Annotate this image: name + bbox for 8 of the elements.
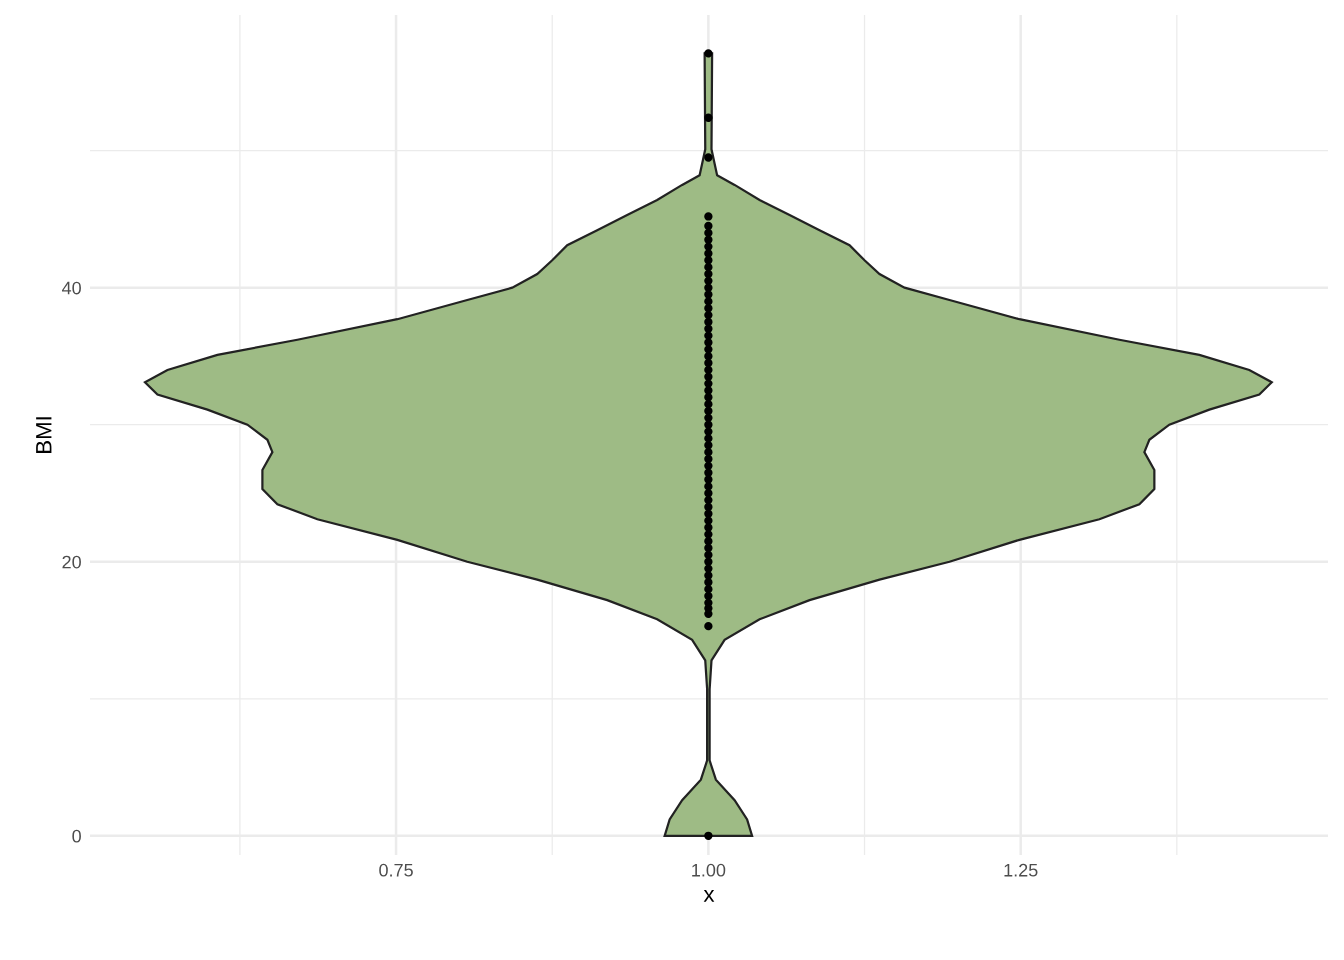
x-tick-label: 1.00	[692, 863, 726, 877]
y-axis-title: BMI	[36, 417, 52, 453]
y-tick-label: 40	[62, 281, 81, 295]
x-tick-label: 1.25	[1004, 863, 1038, 877]
x-tick-label: 0.75	[379, 863, 413, 877]
y-tick-label: 0	[72, 829, 81, 843]
x-axis-title: x	[703, 890, 715, 902]
y-tick-label: 20	[62, 555, 81, 569]
